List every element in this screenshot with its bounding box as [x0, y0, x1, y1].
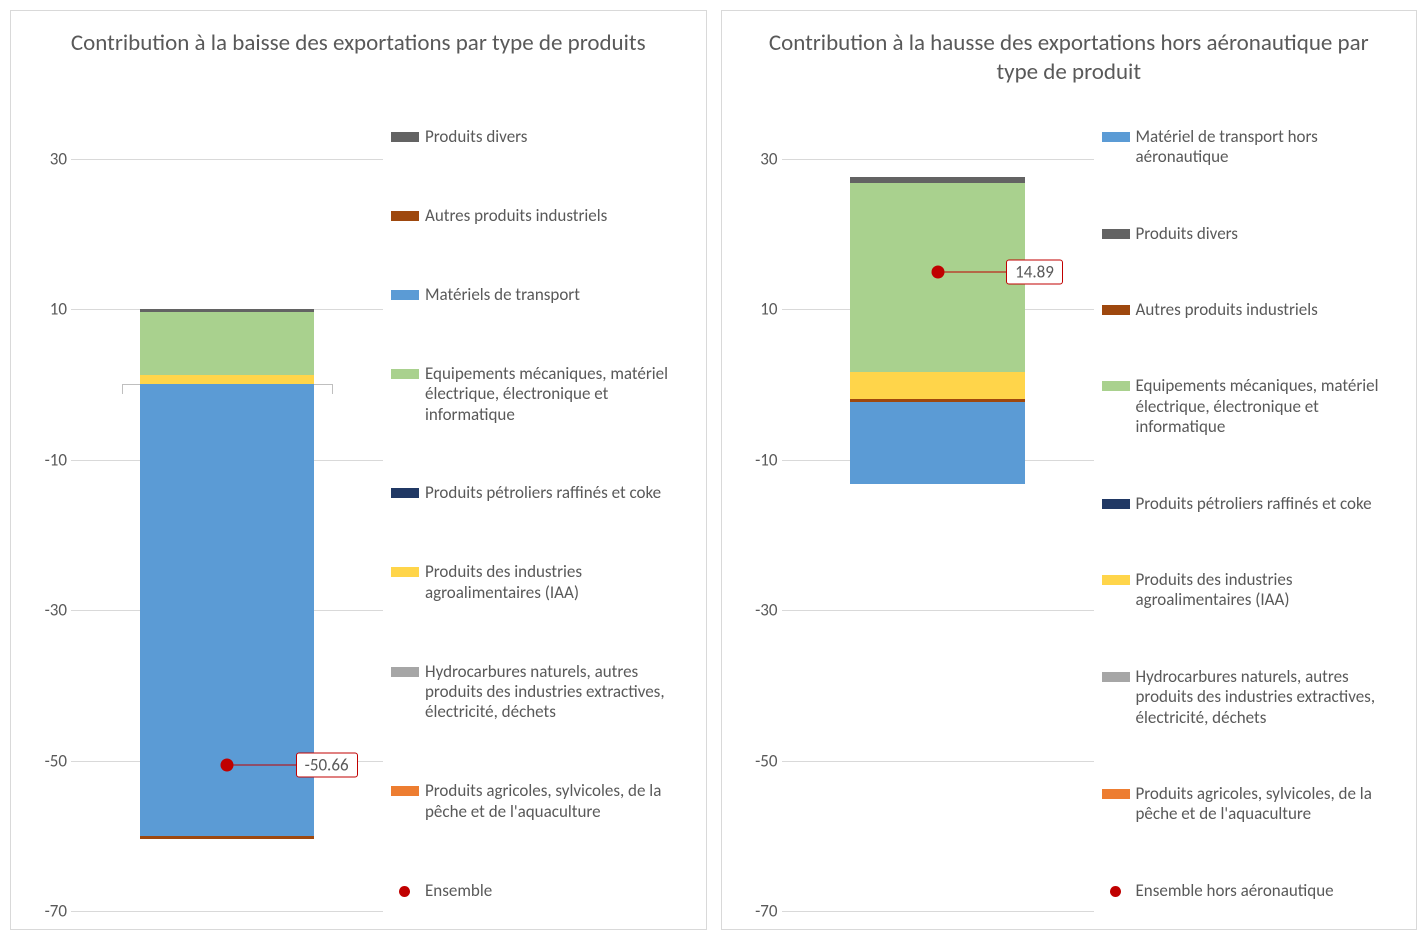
legend-item: Produits pétroliers raffinés et coke — [1102, 494, 1405, 514]
legend-label: Produits agricoles, sylvicoles, de la pê… — [425, 781, 694, 822]
legend-label: Ensemble — [425, 881, 492, 901]
y-tick-label: -70 — [25, 901, 67, 922]
legend-swatch — [1102, 499, 1130, 509]
legend-label: Produits des industries agroalimentaires… — [1136, 570, 1405, 611]
y-tick-label: -30 — [25, 600, 67, 621]
legend-swatch — [1102, 672, 1130, 682]
legend-swatch — [1102, 575, 1130, 585]
y-tick-label: 10 — [736, 299, 778, 320]
legend-item: Equipements mécaniques, matériel électri… — [391, 364, 694, 425]
y-tick-label: -10 — [25, 449, 67, 470]
y-tick-label: -50 — [25, 750, 67, 771]
legend-swatch — [1102, 789, 1130, 799]
whisker-cap — [122, 384, 140, 385]
y-tick-label: 30 — [736, 148, 778, 169]
legend-item: Produits agricoles, sylvicoles, de la pê… — [391, 781, 694, 822]
y-tick-label: 30 — [25, 148, 67, 169]
legend-left: Produits divers Autres produits industrie… — [391, 121, 694, 911]
legend-label: Produits pétroliers raffinés et coke — [425, 483, 661, 503]
legend-swatch — [391, 369, 419, 379]
legend-item: Hydrocarbures naturels, autres produits … — [1102, 667, 1405, 728]
gridline — [71, 911, 383, 912]
legend-swatch — [391, 290, 419, 300]
callout-leader — [227, 765, 296, 766]
marker-value-label: -50.66 — [296, 753, 358, 778]
legend-label: Hydrocarbures naturels, autres produits … — [425, 662, 694, 723]
legend-label: Autres produits industriels — [425, 206, 607, 226]
legend-swatch — [391, 567, 419, 577]
whisker-cap — [314, 384, 332, 385]
legend-item: Produits des industries agroalimentaires… — [391, 562, 694, 603]
bar-segment-iaa — [850, 384, 1025, 399]
legend-label: Equipements mécaniques, matériel électri… — [425, 364, 694, 425]
chart-title-right: Contribution à la hausse des exportation… — [722, 11, 1417, 95]
legend-label: Produits des industries agroalimentaires… — [425, 562, 694, 603]
legend-item: Hydrocarbures naturels, autres produits … — [391, 662, 694, 723]
legend-label: Produits pétroliers raffinés et coke — [1136, 494, 1372, 514]
y-tick-label: -30 — [736, 600, 778, 621]
legend-label: Produits divers — [1136, 224, 1238, 244]
bar-segment-iaa — [140, 375, 315, 384]
legend-swatch-dot — [1110, 886, 1121, 897]
bar-segment-iaa — [850, 372, 1025, 384]
legend-label: Autres produits industriels — [1136, 300, 1318, 320]
legend-swatch — [1102, 132, 1130, 142]
whisker-stub — [122, 384, 123, 394]
legend-label: Equipements mécaniques, matériel électri… — [1136, 376, 1405, 437]
legend-item: Equipements mécaniques, matériel électri… — [1102, 376, 1405, 437]
legend-item: Ensemble — [391, 881, 694, 901]
legend-item: Matériels de transport — [391, 285, 694, 305]
legend-item: Produits divers — [391, 127, 694, 147]
legend-item: Produits pétroliers raffinés et coke — [391, 483, 694, 503]
legend-item: Matériel de transport hors aéronautique — [1102, 127, 1405, 168]
legend-swatch — [391, 667, 419, 677]
legend-item: Produits des industries agroalimentaires… — [1102, 570, 1405, 611]
legend-swatch-dot — [399, 886, 410, 897]
charts-row: Contribution à la baisse des exportation… — [10, 10, 1417, 930]
chart-title-left: Contribution à la baisse des exportation… — [11, 11, 706, 66]
legend-item: Autres produits industriels — [391, 206, 694, 226]
legend-label: Produits divers — [425, 127, 527, 147]
y-tick-label: -70 — [736, 901, 778, 922]
legend-label: Matériels de transport — [425, 285, 580, 305]
bar-segment-equipements_mecaniques — [140, 312, 315, 375]
legend-swatch — [1102, 305, 1130, 315]
legend-label: Matériel de transport hors aéronautique — [1136, 127, 1405, 168]
y-tick-label: -50 — [736, 750, 778, 771]
y-tick-label: 10 — [25, 299, 67, 320]
plot-area-left: -50.66 — [71, 121, 383, 911]
legend-item: Produits divers — [1102, 224, 1405, 244]
bar-segment-transport_hors_aero — [850, 402, 1025, 483]
gridline — [782, 911, 1094, 912]
legend-label: Ensemble hors aéronautique — [1136, 881, 1334, 901]
plot-wrap-left: -50.66 -70-50-30-101030 — [23, 121, 383, 911]
legend-item: Ensemble hors aéronautique — [1102, 881, 1405, 901]
legend-swatch — [391, 132, 419, 142]
plot-wrap-right: 14.89 -70-50-30-101030 — [734, 121, 1094, 911]
legend-swatch — [1102, 381, 1130, 391]
legend-swatch — [391, 488, 419, 498]
chart-panel-left: Contribution à la baisse des exportation… — [10, 10, 707, 930]
legend-swatch — [391, 211, 419, 221]
legend-item: Autres produits industriels — [1102, 300, 1405, 320]
legend-right: Matériel de transport hors aéronautique P… — [1102, 121, 1405, 911]
chart-panel-right: Contribution à la hausse des exportation… — [721, 10, 1418, 930]
y-tick-label: -10 — [736, 449, 778, 470]
legend-swatch — [1102, 229, 1130, 239]
legend-label: Hydrocarbures naturels, autres produits … — [1136, 667, 1405, 728]
bar-segment-autres_industriels — [140, 836, 315, 839]
plot-area-right: 14.89 — [782, 121, 1094, 911]
stacked-bar — [140, 121, 315, 911]
whisker-stub — [332, 384, 333, 394]
marker-value-label: 14.89 — [1006, 260, 1063, 285]
legend-label: Produits agricoles, sylvicoles, de la pê… — [1136, 784, 1405, 825]
legend-swatch — [391, 786, 419, 796]
stacked-bar — [850, 121, 1025, 911]
legend-item: Produits agricoles, sylvicoles, de la pê… — [1102, 784, 1405, 825]
callout-leader — [938, 272, 1007, 273]
